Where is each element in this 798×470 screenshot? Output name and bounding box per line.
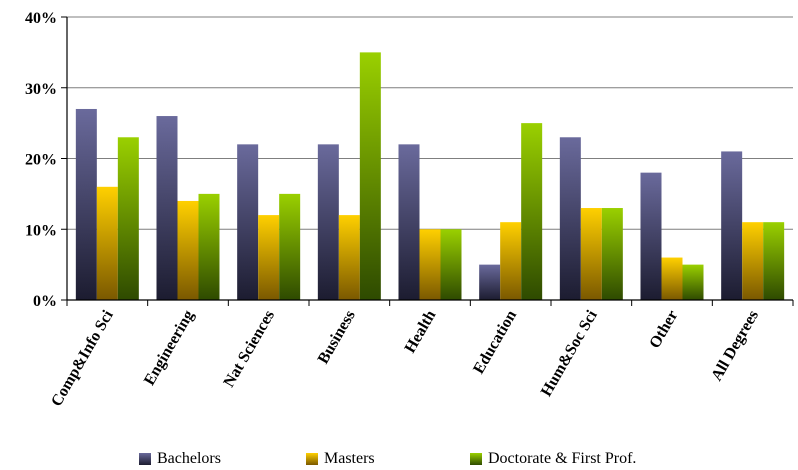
x-tick-label: Hum&Soc Sci bbox=[538, 307, 601, 400]
bar-2-7 bbox=[682, 264, 704, 300]
legend-label-doctorate: Doctorate & First Prof. bbox=[488, 450, 637, 467]
bar-1-6 bbox=[580, 208, 602, 300]
bar-2-5 bbox=[521, 123, 543, 300]
x-tick-label: All Degrees bbox=[708, 308, 762, 384]
bar-2-3 bbox=[359, 52, 381, 300]
bar-1-5 bbox=[500, 222, 522, 300]
legend-swatch-doctorate bbox=[470, 453, 482, 465]
bar-0-0 bbox=[75, 108, 97, 300]
legend-label-masters: Masters bbox=[324, 450, 375, 467]
bars-group bbox=[75, 52, 785, 300]
y-tick-label: 40% bbox=[25, 10, 57, 27]
bar-1-4 bbox=[419, 229, 441, 300]
bar-0-6 bbox=[559, 137, 581, 300]
x-tick-label: Nat Sciences bbox=[221, 308, 279, 391]
legend-item-doctorate: Doctorate & First Prof. bbox=[470, 448, 636, 470]
bar-1-1 bbox=[177, 200, 199, 300]
bar-0-4 bbox=[398, 144, 420, 300]
y-tick-label: 10% bbox=[25, 222, 57, 239]
x-tick-label: Education bbox=[470, 307, 520, 376]
x-tick-label: Comp&Info Sci bbox=[48, 307, 117, 410]
x-tick-labels: Comp&Info Sci Engineering Nat Sciences Busi… bbox=[48, 307, 762, 410]
legend-item-bachelors: Bachelors bbox=[139, 448, 221, 470]
bar-2-6 bbox=[601, 208, 623, 300]
legend: Bachelors Masters Doctorate & First Prof… bbox=[0, 448, 798, 470]
bar-2-1 bbox=[198, 193, 220, 300]
x-tick-label: Other bbox=[646, 308, 681, 352]
bar-0-7 bbox=[640, 172, 662, 300]
bar-0-8 bbox=[721, 151, 743, 300]
y-tick-labels: 0% 10% 20% 30% 40% bbox=[25, 10, 57, 310]
bar-2-0 bbox=[117, 137, 139, 300]
y-tick-label: 20% bbox=[25, 152, 57, 169]
legend-swatch-masters bbox=[306, 453, 318, 465]
x-tick-label: Business bbox=[315, 308, 359, 367]
y-tick-label: 30% bbox=[25, 81, 57, 98]
bar-1-8 bbox=[742, 222, 764, 300]
legend-item-masters: Masters bbox=[306, 448, 375, 470]
legend-label-bachelors: Bachelors bbox=[157, 450, 221, 467]
x-tick-label: Health bbox=[402, 307, 440, 356]
bar-0-3 bbox=[317, 144, 339, 300]
axes bbox=[66, 17, 794, 306]
bar-1-7 bbox=[661, 257, 683, 300]
legend-swatch-bachelors bbox=[139, 453, 151, 465]
y-tick-label: 0% bbox=[33, 293, 57, 310]
bar-2-8 bbox=[763, 222, 785, 300]
bar-2-4 bbox=[440, 229, 462, 300]
bar-1-3 bbox=[338, 215, 360, 300]
bar-0-1 bbox=[156, 116, 178, 300]
x-tick-label: Engineering bbox=[141, 308, 198, 389]
bar-2-2 bbox=[279, 193, 301, 300]
bar-1-0 bbox=[96, 186, 118, 300]
bar-1-2 bbox=[258, 215, 280, 300]
bar-0-5 bbox=[479, 264, 501, 300]
bar-0-2 bbox=[237, 144, 259, 300]
